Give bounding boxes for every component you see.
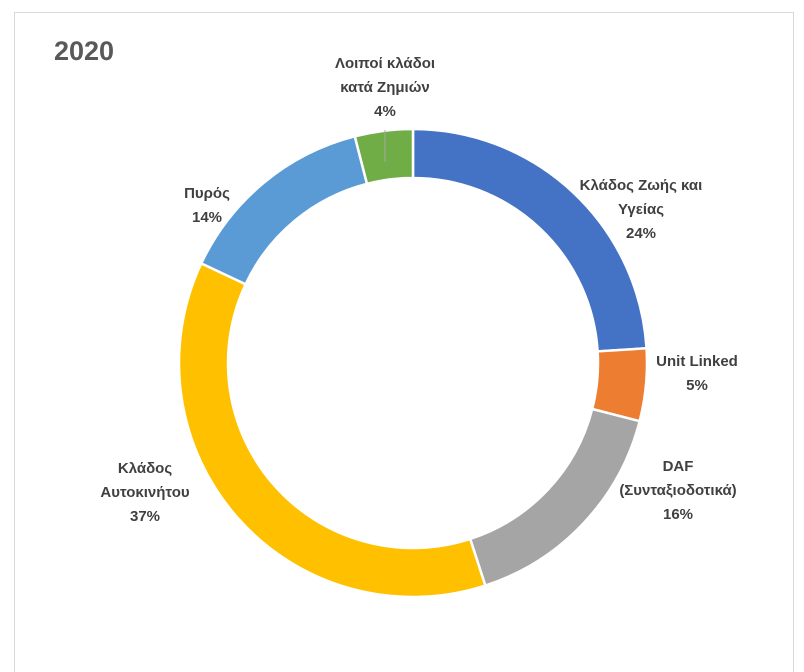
slices-group	[177, 127, 649, 599]
slice-category-label-5: Λοιποί κλάδοι	[335, 55, 435, 72]
slice-5	[353, 127, 415, 186]
slice-label-4: Πυρός 14%	[184, 185, 230, 226]
slice-category-label-4: Πυρός	[184, 185, 230, 202]
slice-label-1: Unit Linked 5%	[656, 353, 738, 394]
slice-label-2: DAF (Συνταξιοδοτικά) 16%	[619, 458, 736, 523]
slice-label-5: Λοιποί κλάδοι κατά Ζημιών 4%	[335, 55, 435, 120]
labels-group: Κλάδος Ζωής και Υγείας 24% Unit Linked 5% DAF…	[100, 55, 737, 525]
slice-category-label-1: Unit Linked	[656, 353, 738, 370]
slice-value-label-4: 14%	[192, 209, 222, 226]
slice-label-3: Κλάδος Αυτοκινήτου 37%	[100, 460, 189, 525]
slice-3	[177, 261, 487, 599]
slice-label-0: Κλάδος Ζωής και Υγείας 24%	[580, 177, 703, 242]
slice-category-label-3: Αυτοκινήτου	[100, 484, 189, 501]
slice-value-label-0: 24%	[626, 225, 656, 242]
slice-4	[199, 134, 369, 286]
slice-2	[468, 407, 642, 588]
slice-value-label-2: 16%	[663, 506, 693, 523]
doughnut-chart: Κλάδος Ζωής και Υγείας 24% Unit Linked 5% DAF…	[100, 55, 738, 599]
slice-category-label-0: Κλάδος Ζωής και	[580, 177, 703, 194]
slice-category-label-2: (Συνταξιοδοτικά)	[619, 482, 736, 499]
slice-category-label-0: Υγείας	[618, 201, 664, 218]
slice-category-label-2: DAF	[663, 458, 694, 475]
slice-category-label-3: Κλάδος	[118, 460, 172, 477]
slice-value-label-1: 5%	[686, 377, 708, 394]
chart-title: 2020	[54, 36, 115, 66]
slice-category-label-5: κατά Ζημιών	[340, 79, 429, 96]
slice-value-label-3: 37%	[130, 508, 160, 525]
slice-0	[411, 127, 648, 353]
slice-value-label-5: 4%	[374, 103, 396, 120]
